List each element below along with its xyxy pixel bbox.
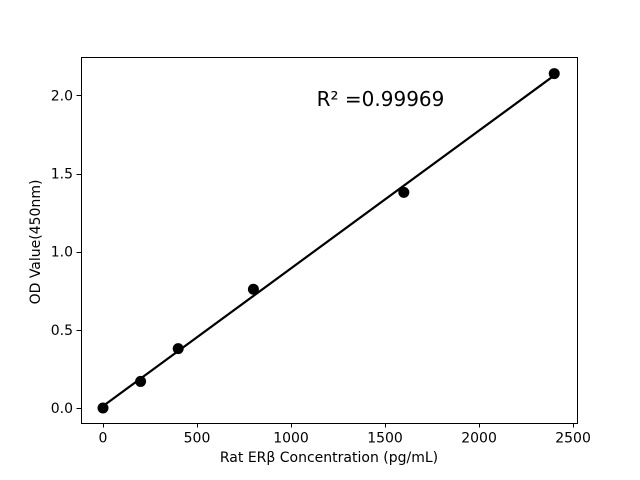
y-tick-label: 1.0 [51,245,73,261]
x-tick-label: 0 [99,431,108,447]
data-point [135,375,147,387]
x-axis-label: Rat ERβ Concentration (pg/mL) [219,450,439,466]
x-tick-label: 2000 [461,431,497,447]
data-point [172,343,184,355]
y-tick-label: 2.0 [51,88,73,104]
x-tick-label: 1500 [367,431,403,447]
y-axis-label: OD Value(450nm) [28,179,44,305]
trend-line [101,74,556,408]
y-tick-label: 1.5 [51,167,73,183]
y-tick-label: 0.5 [51,323,73,339]
data-point [97,402,109,414]
y-tick-label: 0.0 [51,401,73,417]
plot-border [81,57,578,424]
x-tick-label: 2500 [555,431,591,447]
x-tick-label: 1000 [273,431,309,447]
data-point [398,186,410,198]
r-squared-annotation: R² =0.99969 [316,86,445,111]
x-tick-label: 500 [184,431,211,447]
data-point [247,283,259,295]
data-point [548,68,560,80]
